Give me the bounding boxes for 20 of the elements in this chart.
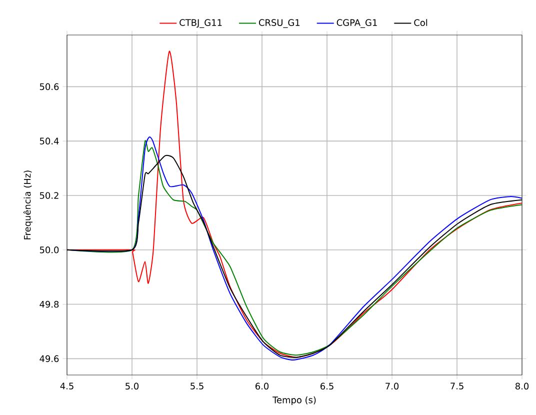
y-tick-label: 50.6	[40, 83, 59, 90]
x-tick-label: 5.5	[190, 382, 204, 390]
x-tick-label: 6.0	[256, 382, 269, 390]
y-tick-label: 50.0	[40, 246, 59, 254]
y-tick-label: 49.8	[40, 300, 59, 308]
y-tick-label: 50.4	[40, 138, 59, 144]
x-axis-title: Tempo (s)	[272, 396, 316, 406]
x-tick-label: 5.0	[126, 382, 139, 390]
y-tick-label: 49.6	[40, 355, 59, 362]
y-tick-label: 50.2	[40, 192, 58, 199]
x-tick-label: 4.5	[60, 382, 74, 390]
legend-label: CGPA_G1	[336, 19, 377, 28]
legend-label: CRSU_G1	[258, 19, 300, 28]
x-tick-label: 7.0	[386, 382, 399, 390]
x-tick-label: 6.5	[320, 382, 334, 390]
x-tick-label: 8.0	[515, 382, 529, 390]
legend-label: CTBJ_G11	[180, 19, 222, 28]
y-axis-title: Frequência (Hz)	[23, 170, 32, 240]
legend-label: Col	[414, 19, 428, 26]
x-tick-label: 7.5	[450, 382, 464, 390]
